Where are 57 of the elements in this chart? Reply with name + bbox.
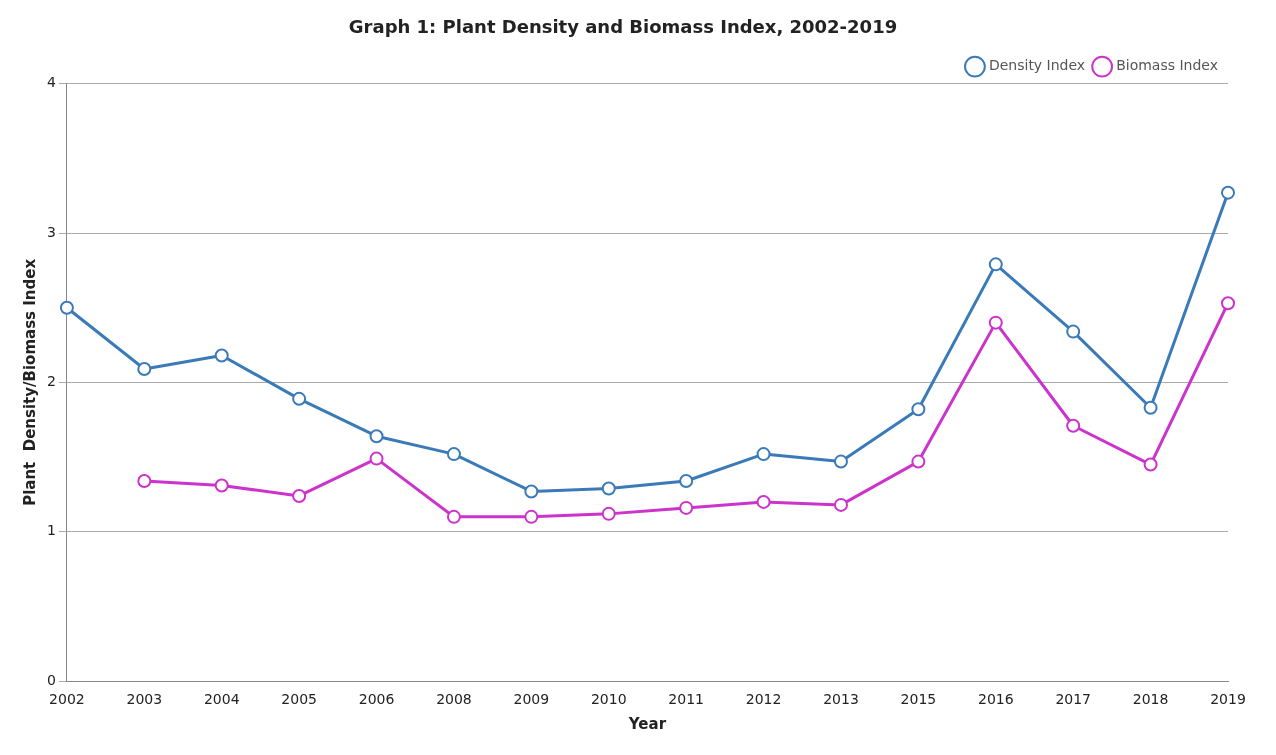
point [524,509,539,524]
x-tick-label: 2005 [281,691,317,708]
point [756,494,771,509]
legend-label: Biomass Index [1116,57,1218,74]
x-tick-label: 2009 [513,691,550,708]
x-tick-label: 2017 [1055,691,1092,708]
point [1143,400,1158,415]
x-tick-label: 2016 [977,691,1014,708]
y-tick-label: 3 [46,223,56,240]
x-axis-title: Year [627,714,667,733]
x-tick-label: 2015 [900,691,937,708]
point [1221,296,1235,311]
x-tick-label: 2004 [203,691,240,708]
chart-title: Graph 1: Plant Density and Biomass Index, 2002-2019 [348,16,898,38]
point [446,447,461,462]
y-tick-label: 0 [46,671,56,688]
point [214,348,229,363]
point [988,257,1003,272]
point [833,497,848,512]
x-tick-label: 2011 [668,691,704,708]
point [601,481,616,496]
point [369,429,384,444]
point [446,509,461,524]
point [911,454,926,469]
x-tick-label: 2003 [126,691,163,708]
y-tick-label: 1 [46,522,56,539]
point [137,474,152,488]
x-tick-label: 2002 [49,691,85,708]
point [911,402,926,417]
point [1066,418,1081,433]
point [1143,457,1158,472]
point [524,484,539,499]
point [369,451,384,466]
x-tick-label: 2019 [1210,691,1246,708]
y-tick-label: 4 [46,74,56,91]
point [601,506,616,521]
point [833,454,848,469]
point [1066,324,1081,339]
x-tick-label: 2006 [358,691,395,708]
y-axis-title: Plant Density/Biomass Index [20,258,39,506]
x-tick-label: 2018 [1132,691,1169,708]
point [292,391,307,406]
y-tick-label: 2 [46,373,56,390]
point [59,300,74,315]
x-tick-label: 2010 [590,691,627,708]
point [756,447,771,462]
point [292,488,307,503]
point [1221,185,1235,200]
point [988,315,1003,330]
legend-label: Density Index [988,57,1086,74]
point [679,500,694,515]
point [214,478,229,493]
x-tick-label: 2012 [745,691,782,708]
point [679,474,694,488]
x-tick-label: 2013 [823,691,859,708]
x-tick-label: 2008 [436,691,472,708]
point [137,361,152,376]
